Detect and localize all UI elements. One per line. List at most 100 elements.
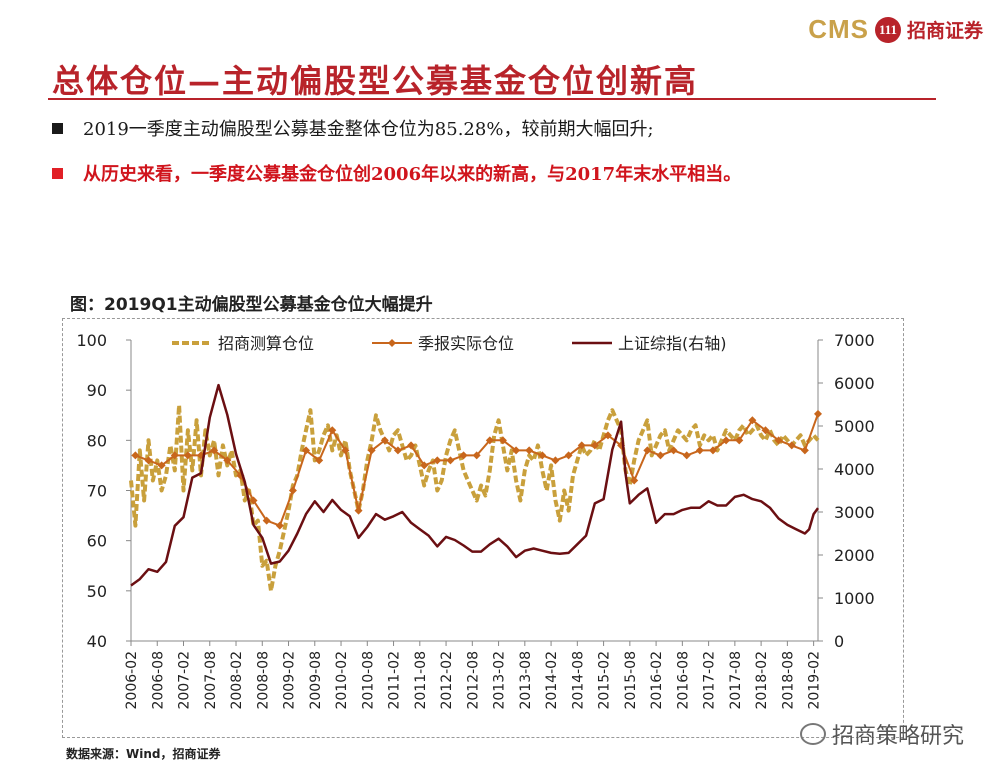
wechat-icon — [800, 723, 826, 745]
y-right-tick-label: 0 — [834, 632, 844, 651]
series-marker-point — [761, 426, 770, 435]
series-marker-point — [302, 446, 311, 455]
series-marker-point — [288, 486, 297, 495]
series-marker-point — [800, 446, 809, 455]
x-tick-label: 2010-02 — [334, 651, 350, 710]
y-left-tick-label: 90 — [87, 381, 107, 400]
legend-marker-icon — [388, 339, 396, 347]
legend-label-1: 招商测算仓位 — [218, 334, 314, 353]
logo-mark-icon: 111 — [874, 16, 901, 43]
series-marker-point — [485, 436, 494, 445]
series-marker-point — [643, 446, 652, 455]
x-tick-label: 2018-08 — [780, 651, 796, 710]
x-tick-label: 2013-08 — [518, 651, 534, 710]
series-line-1 — [129, 403, 820, 593]
series-marker-point — [407, 441, 416, 450]
series-line-3 — [130, 383, 820, 587]
series-marker-point — [341, 446, 350, 455]
watermark: 招商策略研究 — [800, 718, 964, 750]
x-tick-label: 2018-02 — [754, 651, 770, 710]
x-tick-label: 2008-08 — [255, 651, 271, 710]
series-marker-point — [157, 461, 166, 470]
x-tick-label: 2011-02 — [387, 651, 403, 710]
series-marker-point — [367, 446, 376, 455]
series-marker-point — [722, 436, 731, 445]
series-marker-point — [223, 456, 232, 465]
x-tick-label: 2012-08 — [465, 651, 481, 710]
series-marker-point — [210, 446, 219, 455]
x-tick-label: 2006-08 — [150, 651, 166, 710]
watermark-text: 招商策略研究 — [832, 724, 965, 749]
series-marker-point — [183, 451, 192, 460]
x-tick-label: 2006-02 — [124, 651, 140, 710]
series-marker-point — [393, 446, 402, 455]
y-right-tick-label: 6000 — [834, 374, 875, 393]
series-marker-point — [380, 436, 389, 445]
x-tick-label: 2016-02 — [649, 651, 665, 710]
x-tick-label: 2011-08 — [413, 651, 429, 710]
y-right-tick-label: 3000 — [834, 503, 875, 522]
series-marker-point — [590, 441, 599, 450]
series-marker-point — [262, 516, 271, 525]
series-marker-point — [328, 426, 337, 435]
series-marker-point — [748, 416, 757, 425]
series-marker-point — [144, 456, 153, 465]
x-tick-label: 2019-02 — [807, 651, 823, 710]
series-marker-point — [249, 496, 258, 505]
series-marker-point — [459, 451, 468, 460]
x-tick-label: 2016-08 — [675, 651, 691, 710]
series-marker-point — [656, 451, 665, 460]
y-right-tick-label: 5000 — [834, 417, 875, 436]
x-tick-label: 2007-08 — [203, 651, 219, 710]
y-left-tick-label: 70 — [87, 482, 107, 501]
x-tick-label: 2009-08 — [308, 651, 324, 710]
x-tick-label: 2015-02 — [597, 651, 613, 710]
x-tick-label: 2007-02 — [177, 651, 193, 710]
bullet-1: 2019一季度主动偏股型公募基金整体仓位为85.28%，较前期大幅回升; — [52, 115, 654, 141]
series-marker-point — [695, 446, 704, 455]
series-marker-point — [131, 451, 140, 460]
y-left-tick-label: 50 — [87, 582, 107, 601]
bullet-square-icon — [52, 122, 63, 134]
legend-label-2: 季报实际仓位 — [418, 334, 514, 353]
logo-cms-text: CMS — [808, 14, 869, 44]
y-right-tick-label: 2000 — [834, 546, 875, 565]
series-marker-point — [433, 456, 442, 465]
series-marker-point — [420, 461, 429, 470]
bullet-square-icon — [52, 167, 63, 179]
x-tick-label: 2012-02 — [439, 651, 455, 710]
series-marker-point — [564, 451, 573, 460]
series-marker-point — [525, 446, 534, 455]
series-marker-point — [774, 436, 783, 445]
series-marker-point — [682, 451, 691, 460]
series-marker-point — [669, 446, 678, 455]
bullet-1-text: 2019一季度主动偏股型公募基金整体仓位为85.28%，较前期大幅回升; — [83, 119, 654, 140]
y-left-tick-label: 80 — [87, 431, 107, 450]
y-left-tick-label: 100 — [76, 331, 107, 350]
series-marker-point — [512, 446, 521, 455]
y-left-tick-label: 40 — [87, 632, 107, 651]
y-right-tick-label: 1000 — [834, 589, 875, 608]
x-tick-label: 2014-08 — [570, 651, 586, 710]
series-marker-point — [630, 476, 639, 485]
series-marker-point — [787, 441, 796, 450]
x-tick-label: 2015-08 — [623, 651, 639, 710]
series-marker-point — [708, 446, 717, 455]
y-left-tick-label: 60 — [87, 532, 107, 551]
x-tick-label: 2014-02 — [544, 651, 560, 710]
series-marker-point — [498, 436, 507, 445]
legend-label-3: 上证综指(右轴) — [618, 334, 727, 353]
brand-logo: CMS 111 招商证券 — [808, 14, 983, 45]
bullet-2: 从历史来看，一季度公募基金仓位创2006年以来的新高，与2017年末水平相当。 — [52, 160, 741, 186]
chart-source: 数据来源：Wind，招商证券 — [66, 747, 221, 761]
slide-title: 总体仓位—主动偏股型公募基金仓位创新高 — [52, 62, 699, 100]
x-tick-label: 2017-08 — [728, 651, 744, 710]
x-tick-label: 2017-02 — [702, 651, 718, 710]
x-tick-label: 2008-02 — [229, 651, 245, 710]
y-right-tick-label: 7000 — [834, 331, 875, 350]
bullet-2-text: 从历史来看，一季度公募基金仓位创2006年以来的新高，与2017年末水平相当。 — [83, 164, 742, 185]
chart-frame — [62, 318, 904, 738]
x-tick-label: 2010-08 — [360, 651, 376, 710]
y-right-tick-label: 4000 — [834, 460, 875, 479]
